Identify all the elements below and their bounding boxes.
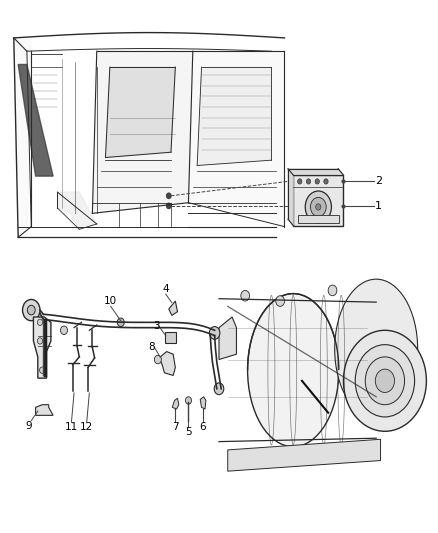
- Text: 11: 11: [65, 422, 78, 432]
- Polygon shape: [197, 67, 272, 165]
- Circle shape: [60, 326, 67, 335]
- Circle shape: [214, 383, 224, 394]
- Polygon shape: [14, 38, 31, 237]
- Text: 5: 5: [185, 427, 192, 438]
- Polygon shape: [33, 317, 51, 378]
- Circle shape: [117, 318, 124, 327]
- Polygon shape: [172, 398, 179, 409]
- Circle shape: [27, 305, 35, 315]
- Ellipse shape: [335, 279, 418, 418]
- Circle shape: [154, 356, 161, 364]
- Text: 6: 6: [200, 422, 206, 432]
- Polygon shape: [57, 192, 97, 229]
- Circle shape: [324, 179, 328, 184]
- Polygon shape: [35, 405, 53, 415]
- Polygon shape: [288, 168, 343, 175]
- Circle shape: [185, 397, 191, 404]
- Polygon shape: [159, 352, 175, 375]
- Text: 12: 12: [80, 422, 93, 432]
- Circle shape: [241, 290, 250, 301]
- Circle shape: [315, 179, 319, 184]
- Text: 10: 10: [104, 295, 117, 305]
- Circle shape: [39, 367, 45, 373]
- Ellipse shape: [247, 294, 339, 447]
- Circle shape: [355, 345, 415, 417]
- Text: 7: 7: [172, 422, 179, 432]
- Text: 8: 8: [148, 342, 155, 352]
- Polygon shape: [169, 301, 177, 316]
- Polygon shape: [228, 439, 381, 471]
- Circle shape: [22, 300, 40, 321]
- Circle shape: [209, 327, 220, 340]
- Circle shape: [37, 319, 42, 326]
- Text: 9: 9: [25, 421, 32, 431]
- Polygon shape: [288, 168, 293, 225]
- Text: 2: 2: [375, 176, 382, 187]
- Text: 1: 1: [375, 201, 382, 211]
- Circle shape: [166, 193, 171, 198]
- Circle shape: [166, 203, 171, 208]
- Circle shape: [316, 204, 321, 210]
- FancyBboxPatch shape: [293, 175, 343, 225]
- Circle shape: [276, 296, 285, 306]
- Polygon shape: [18, 64, 53, 176]
- Circle shape: [365, 357, 405, 405]
- Polygon shape: [92, 51, 193, 213]
- Polygon shape: [188, 51, 285, 227]
- Circle shape: [306, 179, 311, 184]
- Circle shape: [343, 330, 426, 431]
- Circle shape: [375, 369, 395, 392]
- Circle shape: [37, 338, 42, 344]
- Circle shape: [305, 191, 332, 223]
- Polygon shape: [219, 317, 237, 360]
- Polygon shape: [200, 397, 206, 409]
- Circle shape: [311, 197, 326, 216]
- Polygon shape: [106, 67, 175, 158]
- Text: 4: 4: [162, 284, 169, 294]
- FancyBboxPatch shape: [165, 332, 176, 343]
- Text: 3: 3: [153, 321, 159, 331]
- Bar: [297, 215, 339, 223]
- Circle shape: [297, 179, 302, 184]
- Circle shape: [328, 285, 337, 296]
